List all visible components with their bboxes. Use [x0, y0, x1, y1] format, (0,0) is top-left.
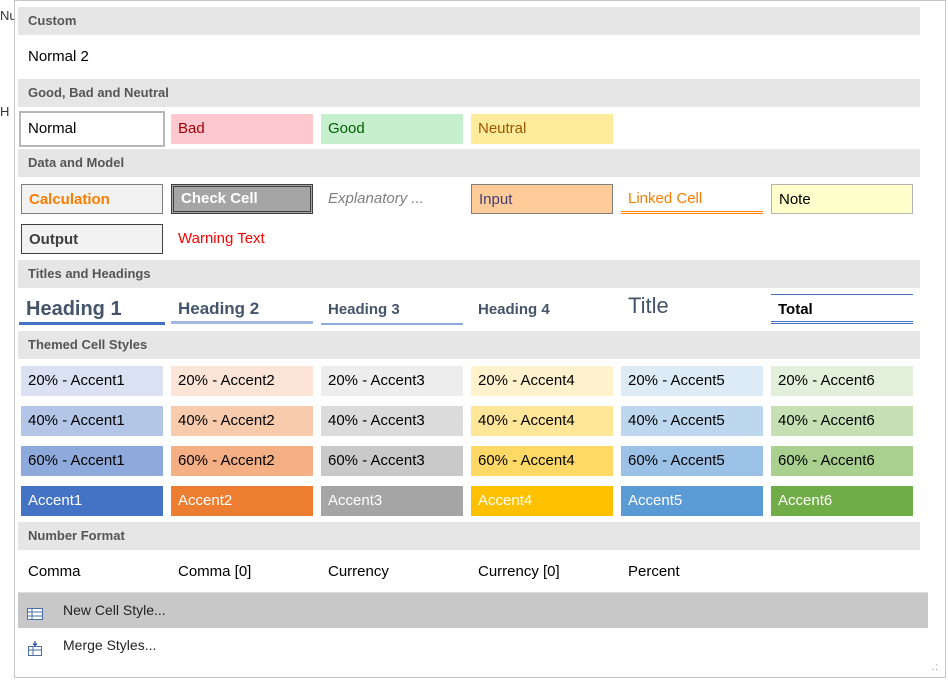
style-heading-1[interactable]: Heading 1 [19, 293, 165, 325]
style-input[interactable]: Input [471, 184, 613, 214]
style-linked-cell[interactable]: Linked Cell [621, 184, 763, 214]
style-calculation[interactable]: Calculation [21, 184, 163, 214]
section-header-titles-headings: Titles and Headings [18, 260, 920, 288]
style-40-accent6[interactable]: 40% - Accent6 [771, 406, 913, 436]
style-currency-0[interactable]: Currency [0] [478, 563, 560, 580]
style-accent1[interactable]: Accent1 [21, 486, 163, 516]
background-worksheet-edge: Nu H [0, 0, 17, 680]
style-20-accent2[interactable]: 20% - Accent2 [171, 366, 313, 396]
style-40-accent5[interactable]: 40% - Accent5 [621, 406, 763, 436]
style-40-accent4[interactable]: 40% - Accent4 [471, 406, 613, 436]
style-comma[interactable]: Comma [28, 563, 81, 580]
style-40-accent3[interactable]: 40% - Accent3 [321, 406, 463, 436]
style-note[interactable]: Note [771, 184, 913, 214]
style-accent2[interactable]: Accent2 [171, 486, 313, 516]
style-total[interactable]: Total [771, 294, 913, 324]
style-currency[interactable]: Currency [328, 563, 389, 580]
menu-divider [18, 592, 928, 593]
section-header-number-format: Number Format [18, 522, 920, 550]
style-accent3[interactable]: Accent3 [321, 486, 463, 516]
style-percent[interactable]: Percent [628, 563, 680, 580]
style-normal-2[interactable]: Normal 2 [28, 48, 89, 65]
style-accent4[interactable]: Accent4 [471, 486, 613, 516]
style-60-accent5[interactable]: 60% - Accent5 [621, 446, 763, 476]
section-header-good-bad-neutral: Good, Bad and Neutral [18, 79, 920, 107]
style-accent6[interactable]: Accent6 [771, 486, 913, 516]
edge-text-fragment: Nu [0, 8, 17, 23]
style-heading-2[interactable]: Heading 2 [171, 294, 313, 324]
style-40-accent1[interactable]: 40% - Accent1 [21, 406, 163, 436]
style-60-accent1[interactable]: 60% - Accent1 [21, 446, 163, 476]
style-20-accent6[interactable]: 20% - Accent6 [771, 366, 913, 396]
style-20-accent3[interactable]: 20% - Accent3 [321, 366, 463, 396]
style-normal[interactable]: Normal [19, 111, 165, 147]
style-60-accent2[interactable]: 60% - Accent2 [171, 446, 313, 476]
section-header-custom: Custom [18, 7, 920, 35]
merge-styles-menu-item[interactable]: Merge Styles... [18, 628, 928, 663]
section-header-themed: Themed Cell Styles [18, 331, 920, 359]
style-60-accent4[interactable]: 60% - Accent4 [471, 446, 613, 476]
style-title[interactable]: Title [628, 293, 669, 318]
merge-styles-icon [26, 636, 44, 656]
style-good[interactable]: Good [321, 114, 463, 144]
new-cell-style-menu-item[interactable]: New Cell Style... [18, 593, 928, 628]
new-cell-style-label: New Cell Style... [63, 602, 166, 618]
style-check-cell[interactable]: Check Cell [171, 184, 313, 214]
cell-styles-gallery: Custom Normal 2 Good, Bad and Neutral No… [14, 0, 946, 678]
style-40-accent2[interactable]: 40% - Accent2 [171, 406, 313, 436]
merge-styles-label: Merge Styles... [63, 637, 157, 653]
style-output[interactable]: Output [21, 224, 163, 254]
style-60-accent6[interactable]: 60% - Accent6 [771, 446, 913, 476]
style-heading-3[interactable]: Heading 3 [321, 295, 463, 325]
style-heading-4[interactable]: Heading 4 [478, 301, 550, 318]
style-neutral[interactable]: Neutral [471, 114, 613, 144]
style-20-accent4[interactable]: 20% - Accent4 [471, 366, 613, 396]
style-20-accent1[interactable]: 20% - Accent1 [21, 366, 163, 396]
style-60-accent3[interactable]: 60% - Accent3 [321, 446, 463, 476]
new-cell-style-icon [26, 601, 44, 620]
style-warning-text[interactable]: Warning Text [178, 230, 265, 247]
edge-text-fragment: H [0, 104, 10, 119]
style-accent5[interactable]: Accent5 [621, 486, 763, 516]
resize-grip-icon[interactable]: .: [931, 662, 939, 673]
style-comma-0[interactable]: Comma [0] [178, 563, 252, 580]
style-bad[interactable]: Bad [171, 114, 313, 144]
style-explanatory[interactable]: Explanatory ... [328, 190, 424, 207]
style-20-accent5[interactable]: 20% - Accent5 [621, 366, 763, 396]
section-header-data-model: Data and Model [18, 149, 920, 177]
